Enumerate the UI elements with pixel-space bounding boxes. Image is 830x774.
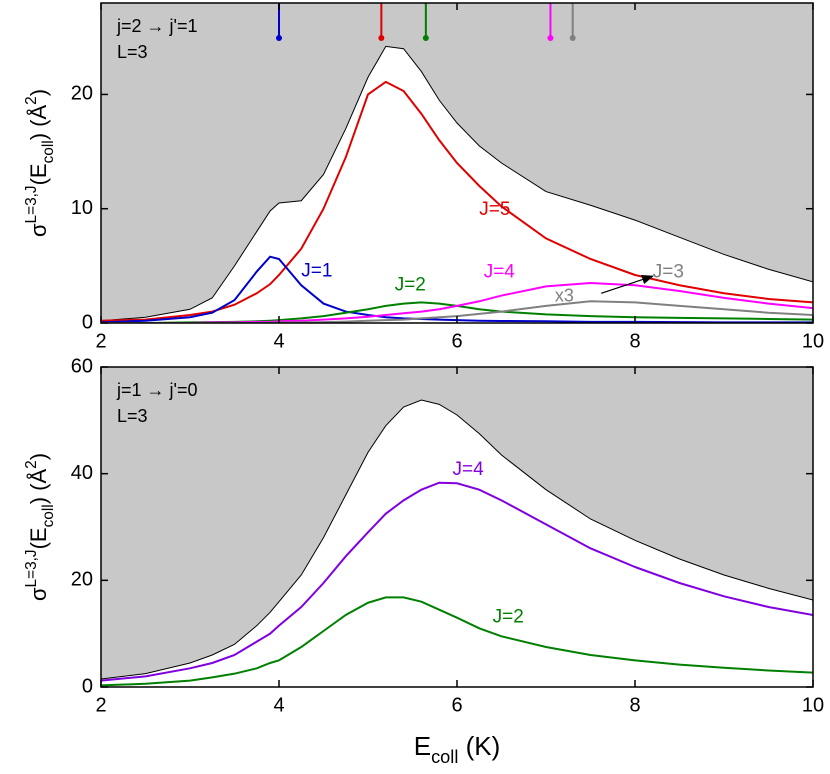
- x-tick-label: 2: [95, 330, 106, 352]
- x-tick-label: 8: [629, 694, 640, 716]
- y-tick-label: 40: [71, 462, 93, 484]
- series-label: J=2: [493, 607, 524, 628]
- label-part: (K): [458, 731, 500, 761]
- envelope-line: [101, 45, 813, 322]
- label-part: 2: [23, 96, 40, 105]
- y-tick-label: 0: [82, 311, 93, 333]
- resonance-dot: [547, 35, 554, 41]
- y-tick-label: 20: [71, 569, 93, 591]
- arrow: [600, 274, 654, 294]
- envelope-line: [101, 399, 813, 680]
- panel-label: j=1 → j'=0: [116, 380, 197, 400]
- label-part: σ: [26, 587, 51, 601]
- label-part: (E: [26, 163, 51, 185]
- y-axis-label: σL=3,J(Ecoll) (Å2): [23, 89, 57, 237]
- series-line: [101, 80, 813, 322]
- label-part: E: [414, 731, 431, 761]
- series-label: J=1: [301, 261, 332, 282]
- panel-label: L=3: [117, 406, 148, 426]
- label-part: (E: [26, 527, 51, 549]
- label-part: ) (Å: [26, 469, 51, 505]
- series-label: J=4: [453, 459, 485, 480]
- y-tick-label: 0: [82, 675, 93, 697]
- series-line: [101, 255, 813, 323]
- series-line: [101, 481, 813, 682]
- resonance-dot: [569, 35, 576, 41]
- label-part: coll: [431, 747, 458, 767]
- series-label: J=4: [484, 262, 516, 283]
- series-label: J=2: [395, 274, 426, 295]
- x-tick-label: 10: [802, 694, 824, 716]
- label-part: ): [26, 89, 51, 96]
- y-tick-label: 60: [71, 355, 93, 377]
- resonance-dot: [276, 35, 282, 41]
- x-tick-label: 4: [273, 330, 284, 352]
- label-part: L=3,J: [23, 185, 40, 223]
- plot-area: [101, 3, 813, 323]
- x-tick-label: 4: [273, 694, 284, 716]
- y-axis-label: σL=3,J(Ecoll) (Å2): [23, 453, 57, 601]
- label-part: L=3,J: [23, 549, 40, 587]
- series-label: J=5: [479, 199, 510, 220]
- x-tick-label: 2: [95, 694, 106, 716]
- series-label: J=3: [653, 262, 684, 283]
- label-part: 2: [23, 460, 40, 469]
- label-part: ) (Å: [26, 105, 51, 141]
- x-tick-label: 6: [451, 330, 462, 352]
- x-tick-label: 6: [451, 694, 462, 716]
- panel-label: L=3: [117, 42, 148, 62]
- x-tick-label: 10: [802, 330, 824, 352]
- resonance-dot: [378, 35, 385, 41]
- x-tick-label: 8: [629, 330, 640, 352]
- series-line: [101, 300, 813, 323]
- plot-area: [101, 367, 813, 687]
- y-tick-label: 20: [71, 83, 93, 105]
- label-part: ): [26, 453, 51, 460]
- resonance-dot: [422, 35, 429, 41]
- panel-label: j=2 → j'=1: [116, 16, 197, 36]
- y-tick-label: 10: [71, 197, 93, 219]
- label-part: coll: [40, 504, 57, 527]
- x-axis-label: Ecoll (K): [414, 731, 501, 767]
- shade: [101, 367, 813, 679]
- annotation: x3: [555, 285, 574, 305]
- label-part: coll: [40, 140, 57, 163]
- series-line: [101, 596, 813, 687]
- label-part: σ: [26, 223, 51, 237]
- shade: [101, 3, 813, 321]
